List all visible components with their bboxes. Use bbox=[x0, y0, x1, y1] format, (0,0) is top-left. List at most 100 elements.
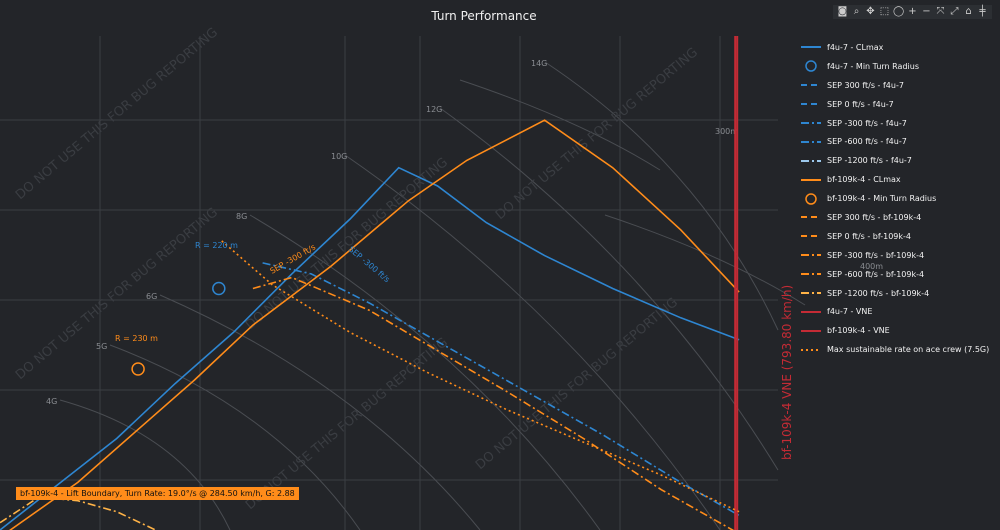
g-curve-label: 12G bbox=[426, 105, 442, 114]
zoom-icon[interactable]: ⌕ bbox=[853, 6, 860, 17]
legend-label: SEP 0 ft/s - f4u-7 bbox=[827, 99, 894, 109]
legend-label: SEP -600 ft/s - f4u-7 bbox=[827, 137, 907, 147]
legend-label: SEP 300 ft/s - bf-109k-4 bbox=[827, 212, 922, 222]
min-turn-radius-marker[interactable] bbox=[212, 281, 226, 296]
vne-label: bf-109k-4 VNE (793.80 km/h) bbox=[780, 285, 794, 460]
spike-lines-icon[interactable]: ╪ bbox=[979, 6, 986, 17]
legend-item[interactable]: SEP -1200 ft/s - bf-109k-4 bbox=[800, 284, 1000, 303]
legend-label: SEP 300 ft/s - f4u-7 bbox=[827, 80, 904, 90]
g-curve-label: 14G bbox=[531, 59, 547, 68]
radius-label-f4u: R = 220 m bbox=[195, 241, 238, 250]
legend-item[interactable]: SEP -600 ft/s - bf-109k-4 bbox=[800, 265, 1000, 284]
reset-axes-icon[interactable]: ⤢ bbox=[950, 6, 959, 17]
sep-label-f4u: SEP -300 ft/s bbox=[347, 245, 392, 285]
legend-label: bf-109k-4 - CLmax bbox=[827, 175, 901, 185]
radius-curve bbox=[604, 214, 806, 306]
radius-label-bf: R = 230 m bbox=[115, 334, 158, 343]
g-curve-label: 6G bbox=[146, 292, 157, 301]
series-line-0[interactable] bbox=[0, 166, 740, 530]
g-curve-label: 10G bbox=[331, 152, 347, 161]
legend-item[interactable]: bf-109k-4 - Min Turn Radius bbox=[800, 189, 1000, 208]
legend-item[interactable]: SEP -300 ft/s - f4u-7 bbox=[800, 114, 1000, 133]
series-line-16[interactable] bbox=[221, 240, 740, 513]
legend-item[interactable]: SEP 300 ft/s - f4u-7 bbox=[800, 76, 1000, 95]
legend-label: bf-109k-4 - VNE bbox=[827, 326, 890, 336]
home-icon[interactable]: ⌂ bbox=[965, 6, 972, 17]
legend-swatch bbox=[801, 329, 821, 332]
g-load-curves: 4G 5G 6G 8G 10G 12G 14G 300m 400m bbox=[46, 59, 883, 530]
g-curve bbox=[159, 294, 481, 530]
legend-item[interactable]: f4u-7 - CLmax bbox=[800, 38, 1000, 57]
g-curve-label: 8G bbox=[236, 212, 247, 221]
legend-label: f4u-7 - CLmax bbox=[827, 42, 884, 52]
g-curve bbox=[439, 107, 779, 471]
legend-item[interactable]: f4u-7 - Min Turn Radius bbox=[800, 57, 1000, 76]
legend-swatch bbox=[805, 60, 817, 73]
plot-toolbar: ◙ ⌕ ✥ ⬚ ◯ + − ⤧ ⤢ ⌂ ╪ bbox=[833, 5, 992, 19]
g-curve bbox=[109, 344, 361, 530]
legend-swatch bbox=[801, 122, 821, 124]
legend-swatch bbox=[801, 348, 821, 351]
g-curve-label: 4G bbox=[46, 397, 57, 406]
hover-tooltip: bf-109k-4 - Lift Boundary, Turn Rate: 19… bbox=[16, 487, 299, 500]
legend-label: SEP -300 ft/s - bf-109k-4 bbox=[827, 250, 925, 260]
legend-label: SEP -1200 ft/s - f4u-7 bbox=[827, 156, 912, 166]
box-select-icon[interactable]: ⬚ bbox=[879, 6, 890, 17]
legend-item[interactable]: SEP -300 ft/s - bf-109k-4 bbox=[800, 246, 1000, 265]
pan-icon[interactable]: ✥ bbox=[866, 6, 875, 17]
legend-swatch bbox=[801, 103, 821, 106]
legend-label: SEP 0 ft/s - bf-109k-4 bbox=[827, 231, 912, 241]
g-curve bbox=[249, 214, 601, 530]
legend-label: SEP -600 ft/s - bf-109k-4 bbox=[827, 269, 925, 279]
min-turn-radius-marker[interactable] bbox=[131, 362, 145, 376]
watermark-text: DO NOT USE THIS FOR BUG REPORTING bbox=[13, 25, 221, 203]
autoscale-icon[interactable]: ⤧ bbox=[936, 6, 945, 17]
legend-swatch bbox=[801, 254, 821, 257]
legend-item[interactable]: SEP -600 ft/s - f4u-7 bbox=[800, 132, 1000, 151]
g-curve bbox=[59, 399, 231, 530]
legend-item[interactable]: SEP 300 ft/s - bf-109k-4 bbox=[800, 208, 1000, 227]
legend-swatch bbox=[805, 192, 817, 205]
legend-label: SEP -300 ft/s - f4u-7 bbox=[827, 118, 907, 128]
lasso-icon[interactable]: ◯ bbox=[893, 6, 905, 17]
data-series bbox=[0, 36, 740, 530]
legend-item[interactable]: SEP 0 ft/s - bf-109k-4 bbox=[800, 227, 1000, 246]
g-curve bbox=[344, 154, 721, 530]
series-line-7[interactable] bbox=[0, 119, 740, 530]
legend-label: Max sustainable rate on ace crew (7.5G) bbox=[827, 345, 990, 355]
legend-swatch bbox=[801, 84, 821, 87]
legend-swatch bbox=[801, 235, 821, 238]
legend-item[interactable]: SEP 0 ft/s - f4u-7 bbox=[800, 95, 1000, 114]
legend-label: bf-109k-4 - Min Turn Radius bbox=[827, 194, 937, 204]
legend-swatch bbox=[801, 273, 821, 276]
radius-curve-label: 400m bbox=[860, 262, 883, 271]
chart-title: Turn Performance bbox=[431, 9, 537, 23]
watermark-text: DO NOT USE THIS FOR BUG REPORTING bbox=[13, 205, 221, 383]
g-curve-label: 5G bbox=[96, 342, 107, 351]
radius-curve bbox=[459, 79, 661, 171]
g-curve bbox=[544, 61, 779, 331]
legend-item[interactable]: bf-109k-4 - CLmax bbox=[800, 170, 1000, 189]
watermark-text: DO NOT USE THIS FOR BUG REPORTING bbox=[473, 295, 681, 473]
zoom-out-icon[interactable]: − bbox=[922, 6, 931, 17]
legend-item[interactable]: f4u-7 - VNE bbox=[800, 302, 1000, 321]
series-line-13[interactable] bbox=[0, 496, 156, 530]
watermark-text: DO NOT USE THIS FOR BUG REPORTING bbox=[493, 45, 701, 223]
legend-label: f4u-7 - Min Turn Radius bbox=[827, 61, 919, 71]
legend-swatch bbox=[801, 310, 821, 313]
legend-swatch bbox=[801, 178, 821, 181]
legend-label: SEP -1200 ft/s - bf-109k-4 bbox=[827, 288, 930, 298]
camera-icon[interactable]: ◙ bbox=[837, 6, 848, 17]
series-line-11[interactable] bbox=[252, 276, 739, 530]
radius-curve-label: 300m bbox=[715, 127, 738, 136]
legend-item[interactable]: Max sustainable rate on ace crew (7.5G) bbox=[800, 340, 1000, 359]
legend-item[interactable]: bf-109k-4 - VNE bbox=[800, 321, 1000, 340]
zoom-in-icon[interactable]: + bbox=[908, 6, 917, 17]
legend-swatch bbox=[801, 216, 821, 219]
legend-item[interactable]: SEP -1200 ft/s - f4u-7 bbox=[800, 151, 1000, 170]
legend-swatch bbox=[801, 159, 821, 162]
series-line-4[interactable] bbox=[262, 262, 740, 517]
legend-label: f4u-7 - VNE bbox=[827, 307, 873, 317]
legend: f4u-7 - CLmax f4u-7 - Min Turn Radius SEP … bbox=[800, 38, 1000, 359]
